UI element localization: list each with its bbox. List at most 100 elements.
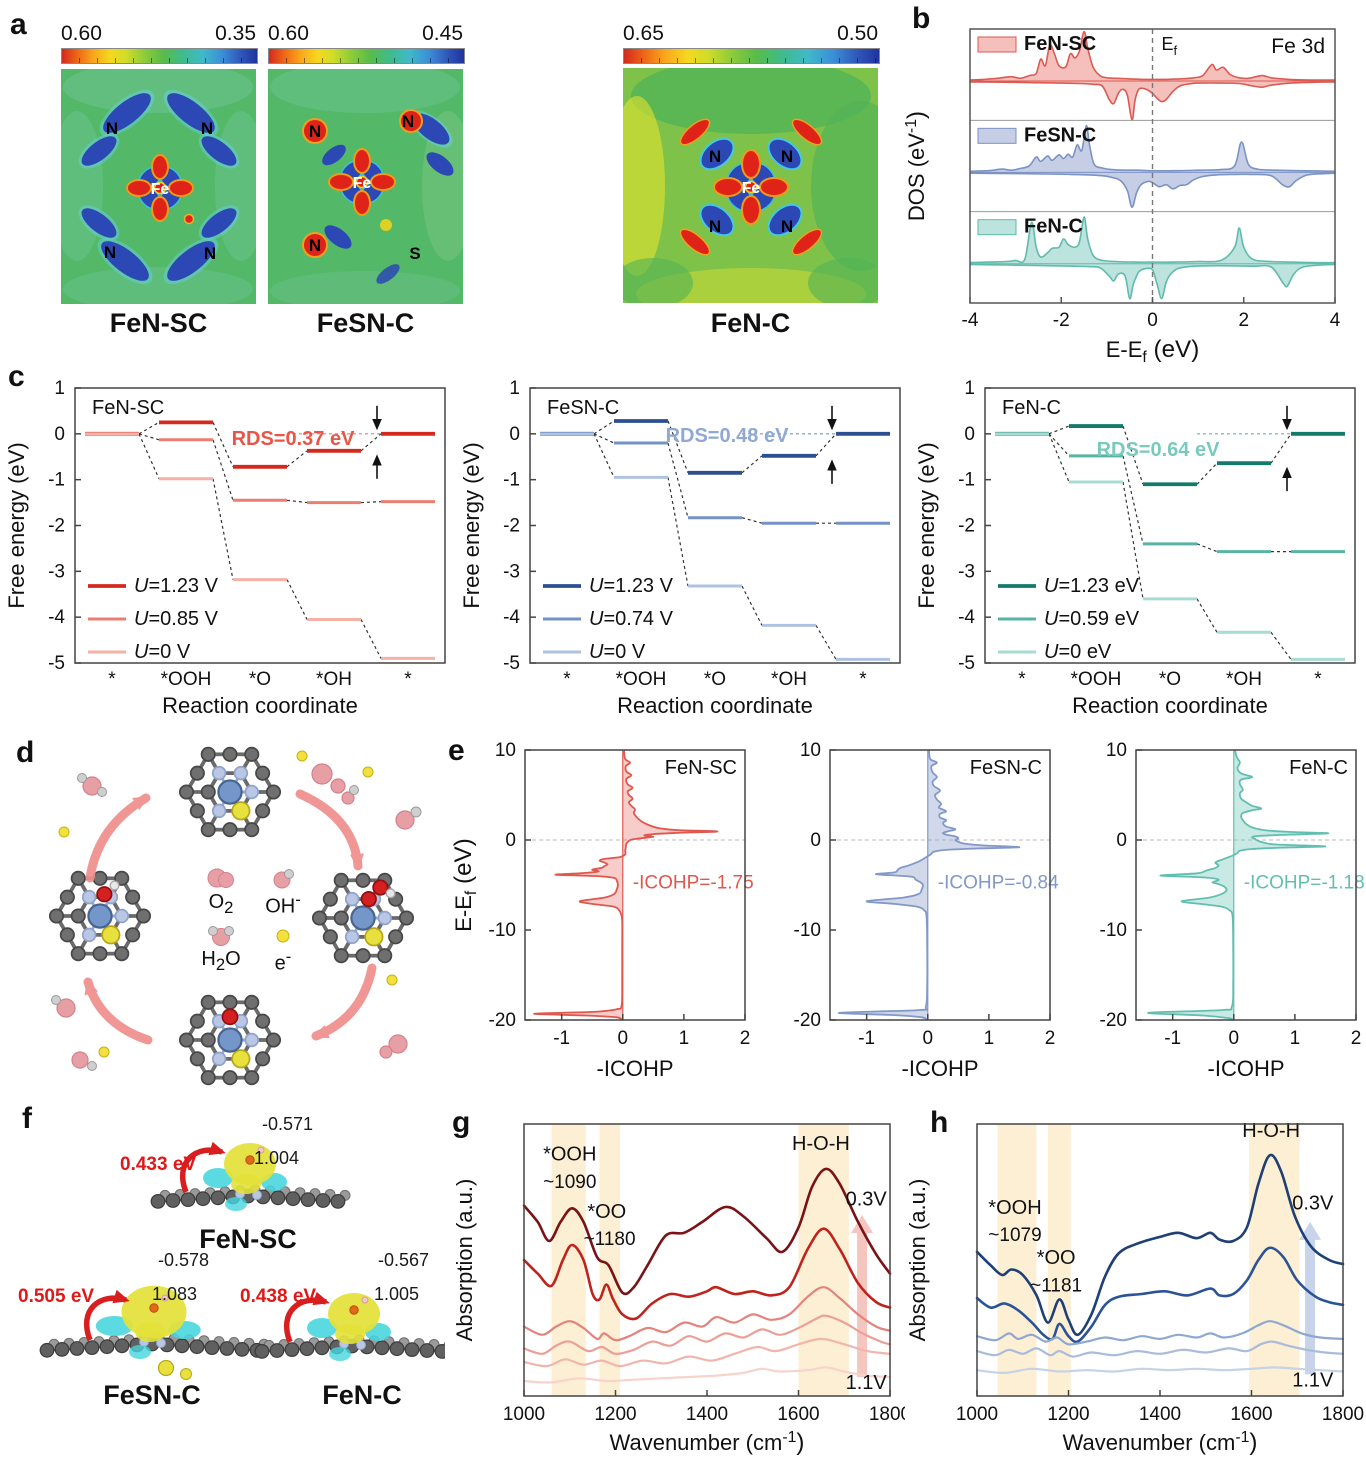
svg-text:U=0.74 V: U=0.74 V — [589, 608, 674, 630]
transfer-energy-fensc: 0.433 eV — [120, 1154, 197, 1175]
svg-text:*OOH: *OOH — [616, 669, 667, 690]
svg-text:1: 1 — [1290, 1028, 1301, 1049]
svg-text:-3: -3 — [503, 561, 520, 582]
n-atom-label: N — [781, 217, 793, 236]
charge-density-map-fesnc: N N N S Fe — [268, 69, 463, 304]
legend-o2: O2 — [190, 866, 252, 917]
map-title-fesnc: FeSN-C — [316, 308, 415, 338]
structure-name-fenc: FeN-C — [322, 1380, 402, 1410]
svg-text:~1090: ~1090 — [543, 1172, 596, 1193]
svg-text:10: 10 — [800, 740, 821, 761]
svg-text:4: 4 — [1330, 310, 1341, 331]
cbar1-max: 0.35 — [215, 22, 256, 45]
structure-name-fesnc: FeSN-C — [103, 1380, 201, 1410]
fe-atom-label: Fe — [353, 175, 372, 192]
transfer-energy-fesnc: 0.505 eV — [18, 1286, 95, 1307]
svg-text:RDS=0.37 eV: RDS=0.37 eV — [232, 428, 356, 450]
electron-icon — [276, 929, 290, 943]
svg-text:1000: 1000 — [503, 1404, 545, 1425]
cbar3-max: 0.50 — [837, 22, 878, 45]
svg-text:RDS=0.48 eV: RDS=0.48 eV — [666, 425, 790, 447]
map-title-fensc: FeN-SC — [109, 308, 208, 338]
n-atom-label: N — [709, 147, 721, 166]
svg-text:U=1.23 V: U=1.23 V — [589, 575, 674, 597]
cbar1-min: 0.60 — [61, 22, 102, 45]
svg-text:RDS=0.64 eV: RDS=0.64 eV — [1097, 439, 1221, 461]
panel-b-label: b — [912, 2, 931, 35]
svg-text:-20: -20 — [489, 1010, 516, 1031]
n-atom-label: N — [309, 236, 321, 255]
svg-text:E-Ef (eV): E-Ef (eV) — [450, 838, 480, 932]
svg-text:-10: -10 — [489, 920, 516, 941]
svg-text:0: 0 — [54, 424, 65, 445]
panel-d-species-legend: O2 OH- H2O e- — [190, 866, 326, 973]
svg-text:Wavenumber (cm-1): Wavenumber (cm-1) — [1063, 1429, 1258, 1456]
n-atom-label: N — [104, 243, 116, 262]
svg-text:-ICOHP=-0.84: -ICOHP=-0.84 — [938, 873, 1059, 894]
panel-c-free-energy-fenc: RDS=0.64 eV FeN-C 1 0 -1 -2 -3 -4 -5 * *OOH *O *OH * R… — [914, 378, 1356, 718]
svg-text:0: 0 — [1116, 830, 1127, 851]
panel-e-label: e — [448, 734, 465, 767]
panel-f-charge-transfer — [39, 1141, 445, 1380]
charge-density-map-fenc: N N N N Fe — [623, 68, 878, 303]
svg-text:2: 2 — [1351, 1028, 1362, 1049]
colorbar-labels-2: 0.60 0.45 — [268, 22, 463, 46]
panel-d-reaction-cycle — [48, 746, 422, 1086]
svg-text:0: 0 — [1147, 310, 1158, 331]
svg-text:1: 1 — [984, 1028, 995, 1049]
colorbar-labels-3: 0.65 0.50 — [623, 22, 878, 46]
svg-text:-ICOHP=-1.18: -ICOHP=-1.18 — [1244, 873, 1365, 894]
svg-text:-2: -2 — [1053, 310, 1070, 331]
n-atom-label: N — [204, 244, 216, 263]
svg-text:*OO: *OO — [1037, 1247, 1076, 1269]
svg-text:*O: *O — [1159, 669, 1181, 690]
legend-electron: e- — [252, 923, 314, 974]
svg-text:Ef: Ef — [1162, 34, 1178, 58]
svg-text:1400: 1400 — [1139, 1404, 1181, 1425]
svg-text:Free energy (eV): Free energy (eV) — [459, 442, 484, 608]
svg-text:1600: 1600 — [777, 1404, 819, 1425]
svg-text:FeSN-C: FeSN-C — [1024, 124, 1096, 146]
svg-text:FeN-C: FeN-C — [1289, 757, 1348, 779]
cbar2-max: 0.45 — [422, 22, 463, 45]
cbar3-min: 0.65 — [623, 22, 664, 45]
bader-charge-mid-fensc: 1.004 — [254, 1148, 300, 1168]
svg-text:Absorption (a.u.): Absorption (a.u.) — [452, 1179, 477, 1342]
svg-text:2: 2 — [1238, 310, 1249, 331]
svg-text:*: * — [563, 669, 571, 690]
svg-text:*: * — [108, 669, 116, 690]
svg-text:~1180: ~1180 — [584, 1229, 636, 1250]
svg-text:-4: -4 — [48, 607, 65, 628]
svg-text:~1079: ~1079 — [988, 1225, 1041, 1246]
svg-text:-20: -20 — [1100, 1010, 1127, 1031]
svg-text:*OH: *OH — [771, 669, 807, 690]
svg-text:-4: -4 — [962, 310, 979, 331]
svg-text:*O: *O — [704, 669, 726, 690]
svg-text:-2: -2 — [503, 516, 520, 537]
transfer-energy-fenc: 0.438 eV — [240, 1286, 317, 1307]
svg-text:U=0 V: U=0 V — [134, 641, 191, 663]
oh-ion-icon — [273, 869, 294, 889]
svg-text:0: 0 — [509, 424, 520, 445]
svg-text:Free energy (eV): Free energy (eV) — [914, 442, 939, 608]
svg-text:~1181: ~1181 — [1030, 1275, 1082, 1296]
svg-text:*: * — [404, 669, 412, 690]
panel-h-ftir-spectra: *OOH ~1079*OO ~1181 H-O-H 0.3V 1.1V 1000 1200 14… — [905, 1120, 1364, 1456]
svg-text:*OOH: *OOH — [161, 669, 212, 690]
svg-text:-1: -1 — [958, 470, 975, 491]
svg-text:1: 1 — [509, 378, 520, 399]
svg-text:H-O-H: H-O-H — [792, 1133, 850, 1155]
cbar2-min: 0.60 — [268, 22, 309, 45]
bader-charge-top-fenc: -0.567 — [378, 1250, 430, 1270]
svg-text:Reaction coordinate: Reaction coordinate — [162, 693, 358, 718]
svg-text:*: * — [1314, 669, 1322, 690]
bader-charge-top-fesnc: -0.578 — [158, 1250, 210, 1270]
panel-c-label: c — [8, 360, 25, 393]
corner-lobes — [679, 118, 823, 256]
n-atom-label: N — [402, 112, 414, 131]
svg-text:-4: -4 — [503, 607, 520, 628]
svg-text:*OH: *OH — [316, 669, 352, 690]
svg-text:Wavenumber (cm-1): Wavenumber (cm-1) — [610, 1429, 805, 1456]
